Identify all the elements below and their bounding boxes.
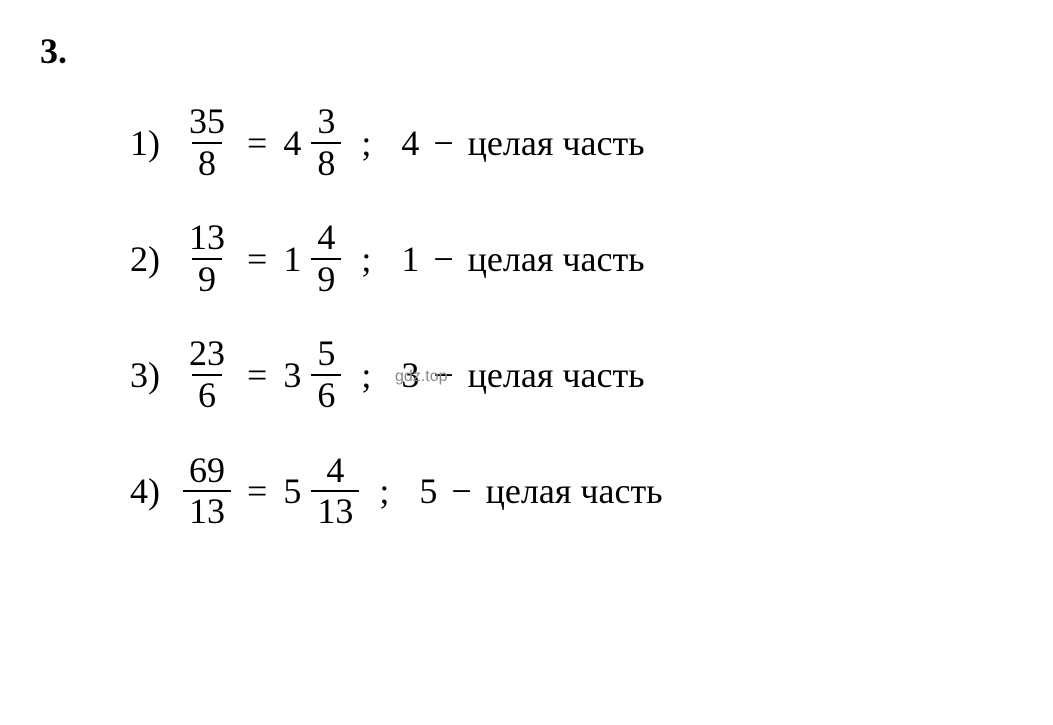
fraction-left: 35 8: [183, 102, 231, 183]
item-2: 2) 13 9 = 1 4 9 ; 1 − целая часть: [130, 218, 1013, 299]
fraction-left: 23 6: [183, 334, 231, 415]
mixed-number: 3 5 6: [283, 334, 349, 415]
dash: −: [451, 470, 471, 512]
semicolon: ;: [361, 238, 371, 280]
fraction-denominator: 6: [192, 374, 222, 416]
commentary: 1 − целая часть: [401, 238, 644, 280]
fraction-numerator: 23: [183, 334, 231, 374]
equals-sign: =: [247, 238, 267, 280]
item-4: 4) 69 13 = 5 4 13 ; 5 − целая часть: [130, 451, 1013, 532]
item-3: 3) 23 6 = 3 5 6 ; 3 − целая часть: [130, 334, 1013, 415]
mixed-denominator: 13: [311, 490, 359, 532]
integer-part-label: целая часть: [468, 122, 645, 164]
dash: −: [433, 122, 453, 164]
mixed-fraction: 5 6: [311, 334, 341, 415]
item-index: 4): [130, 470, 160, 512]
fraction-left: 69 13: [183, 451, 231, 532]
mixed-denominator: 9: [311, 258, 341, 300]
mixed-fraction: 3 8: [311, 102, 341, 183]
watermark: gdz.top: [395, 368, 447, 386]
mixed-numerator: 5: [311, 334, 341, 374]
mixed-fraction: 4 13: [311, 451, 359, 532]
commentary: 4 − целая часть: [401, 122, 644, 164]
item-1: 1) 35 8 = 4 3 8 ; 4 − целая часть: [130, 102, 1013, 183]
integer-part-value: 4: [401, 122, 419, 164]
integer-part-value: 5: [419, 470, 437, 512]
commentary: 5 − целая часть: [419, 470, 662, 512]
integer-part-label: целая часть: [486, 470, 663, 512]
fraction-numerator: 69: [183, 451, 231, 491]
semicolon: ;: [361, 122, 371, 164]
fraction-left: 13 9: [183, 218, 231, 299]
integer-part-label: целая часть: [468, 354, 645, 396]
problem-number: 3.: [40, 30, 1013, 72]
mixed-number: 1 4 9: [283, 218, 349, 299]
integer-part-label: целая часть: [468, 238, 645, 280]
item-index: 2): [130, 238, 160, 280]
fraction-numerator: 13: [183, 218, 231, 258]
mixed-whole: 1: [283, 238, 301, 280]
mixed-fraction: 4 9: [311, 218, 341, 299]
item-index: 3): [130, 354, 160, 396]
mixed-whole: 4: [283, 122, 301, 164]
dash: −: [433, 238, 453, 280]
equals-sign: =: [247, 122, 267, 164]
fraction-denominator: 8: [192, 142, 222, 184]
mixed-number: 5 4 13: [283, 451, 367, 532]
mixed-numerator: 4: [320, 451, 350, 491]
fraction-denominator: 9: [192, 258, 222, 300]
fraction-numerator: 35: [183, 102, 231, 142]
mixed-denominator: 6: [311, 374, 341, 416]
semicolon: ;: [361, 354, 371, 396]
mixed-whole: 3: [283, 354, 301, 396]
mixed-denominator: 8: [311, 142, 341, 184]
semicolon: ;: [379, 470, 389, 512]
equals-sign: =: [247, 354, 267, 396]
items-container: 1) 35 8 = 4 3 8 ; 4 − целая часть 2) 13 …: [40, 102, 1013, 532]
integer-part-value: 1: [401, 238, 419, 280]
fraction-denominator: 13: [183, 490, 231, 532]
item-index: 1): [130, 122, 160, 164]
equals-sign: =: [247, 470, 267, 512]
mixed-number: 4 3 8: [283, 102, 349, 183]
mixed-whole: 5: [283, 470, 301, 512]
mixed-numerator: 3: [311, 102, 341, 142]
mixed-numerator: 4: [311, 218, 341, 258]
